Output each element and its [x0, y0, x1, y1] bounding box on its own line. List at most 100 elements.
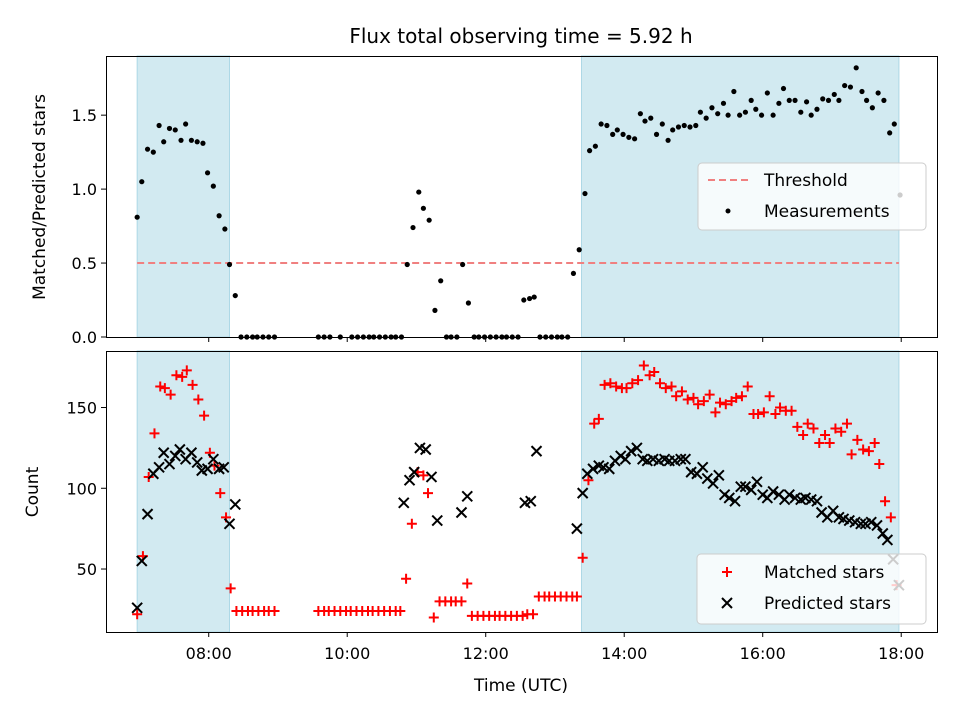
top-measurement-points: [134, 65, 903, 340]
matched-point-12: [199, 410, 210, 421]
matched-point-11: [193, 394, 204, 405]
predicted-point-23: [419, 443, 432, 456]
measurement-point-117: [831, 91, 837, 98]
measurement-point-100: [737, 112, 743, 118]
measurement-point-1: [139, 179, 145, 185]
matched-point-89: [660, 383, 671, 394]
legend-measurements-swatch: [725, 208, 731, 214]
measurement-point-116: [825, 97, 832, 103]
matched-point-42: [401, 573, 412, 584]
measurement-point-63: [531, 294, 537, 300]
top-ytick-label-1: 0.5: [72, 254, 97, 273]
matched-point-112: [786, 405, 797, 416]
predicted-point-57: [713, 469, 725, 482]
measurement-point-43: [420, 205, 426, 211]
measurement-point-11: [194, 139, 200, 145]
measurement-point-92: [693, 122, 699, 129]
predicted-point-50: [675, 453, 687, 465]
bottom-axes-frame: [106, 351, 938, 633]
predicted-point-26: [455, 506, 468, 519]
legend-measurements-label: Measurements: [764, 202, 890, 222]
matched-point-74: [577, 552, 588, 563]
matched-point-77: [593, 413, 604, 424]
matched-point-108: [764, 391, 775, 402]
matched-point-82: [621, 383, 632, 394]
predicted-point-7: [169, 450, 181, 462]
matched-point-122: [841, 418, 852, 429]
matched-point-87: [649, 366, 660, 377]
predicted-point-18: [229, 498, 241, 511]
matched-point-110: [775, 402, 786, 413]
predicted-point-5: [158, 447, 170, 459]
predicted-point-37: [603, 463, 615, 475]
predicted-point-60: [729, 495, 741, 507]
measurement-point-9: [183, 121, 189, 127]
predicted-point-11: [191, 456, 203, 469]
predicted-point-70: [783, 489, 795, 501]
measurement-point-81: [632, 136, 638, 142]
predicted-point-61: [735, 480, 747, 493]
measurement-point-118: [836, 97, 842, 103]
predicted-point-0: [131, 602, 143, 614]
matched-point-114: [798, 429, 809, 440]
predicted-point-64: [751, 476, 763, 488]
legend-predicted-swatch: [721, 597, 733, 609]
predicted-point-6: [163, 458, 176, 470]
matched-point-109: [770, 408, 781, 419]
predicted-point-13: [201, 463, 214, 475]
measurement-point-44: [426, 217, 432, 223]
measurement-point-96: [715, 111, 721, 117]
predicted-point-20: [403, 474, 416, 486]
predicted-point-88: [881, 534, 894, 546]
predicted-point-62: [739, 480, 752, 493]
matched-point-124: [852, 434, 863, 445]
top-y-axis-label: Matched/Predicted stars: [30, 94, 50, 300]
matched-point-78: [599, 379, 610, 390]
matched-point-120: [830, 423, 841, 434]
bottom-ytick-label-0: 50: [77, 560, 97, 579]
matched-point-47: [428, 612, 439, 623]
x-axis-label: Time (UTC): [473, 676, 568, 696]
legend-predicted-marker: [721, 597, 733, 609]
matched-point-107: [758, 407, 769, 418]
measurement-point-83: [642, 118, 648, 124]
measurement-point-8: [178, 137, 184, 143]
measurement-point-4: [156, 122, 162, 129]
measurement-point-124: [869, 105, 875, 111]
matched-point-63: [517, 610, 528, 621]
measurement-point-12: [200, 140, 206, 146]
predicted-point-87: [877, 527, 889, 540]
matched-point-8: [177, 371, 188, 382]
measurement-point-61: [521, 297, 527, 303]
matched-point-84: [633, 375, 644, 386]
matched-point-15: [215, 488, 226, 499]
matched-point-94: [688, 392, 699, 403]
matched-point-46: [423, 488, 434, 499]
predicted-point-25: [431, 514, 443, 527]
measurement-point-90: [681, 122, 687, 129]
bottom-matched-points: [132, 360, 902, 623]
measurement-point-89: [675, 124, 682, 130]
measurement-point-93: [697, 109, 703, 115]
predicted-point-30: [530, 445, 543, 457]
predicted-point-4: [153, 461, 165, 473]
measurement-point-13: [204, 170, 211, 176]
predicted-point-21: [408, 466, 420, 478]
top-shaded-interval-0: [136, 55, 230, 338]
measurement-point-10: [188, 137, 195, 143]
measurement-point-110: [792, 97, 798, 103]
matched-point-25: [269, 606, 280, 617]
matched-point-7: [171, 370, 182, 381]
measurement-point-78: [614, 127, 620, 133]
matched-point-53: [462, 578, 473, 589]
measurement-point-75: [598, 121, 604, 127]
measurement-point-106: [770, 112, 776, 118]
predicted-point-27: [461, 490, 473, 503]
bottom-ytick-label-1: 100: [66, 479, 97, 498]
matched-point-79: [605, 378, 616, 389]
matched-point-100: [720, 399, 731, 410]
predicted-point-51: [679, 453, 692, 465]
predicted-point-2: [141, 508, 154, 520]
measurement-point-127: [887, 130, 893, 136]
